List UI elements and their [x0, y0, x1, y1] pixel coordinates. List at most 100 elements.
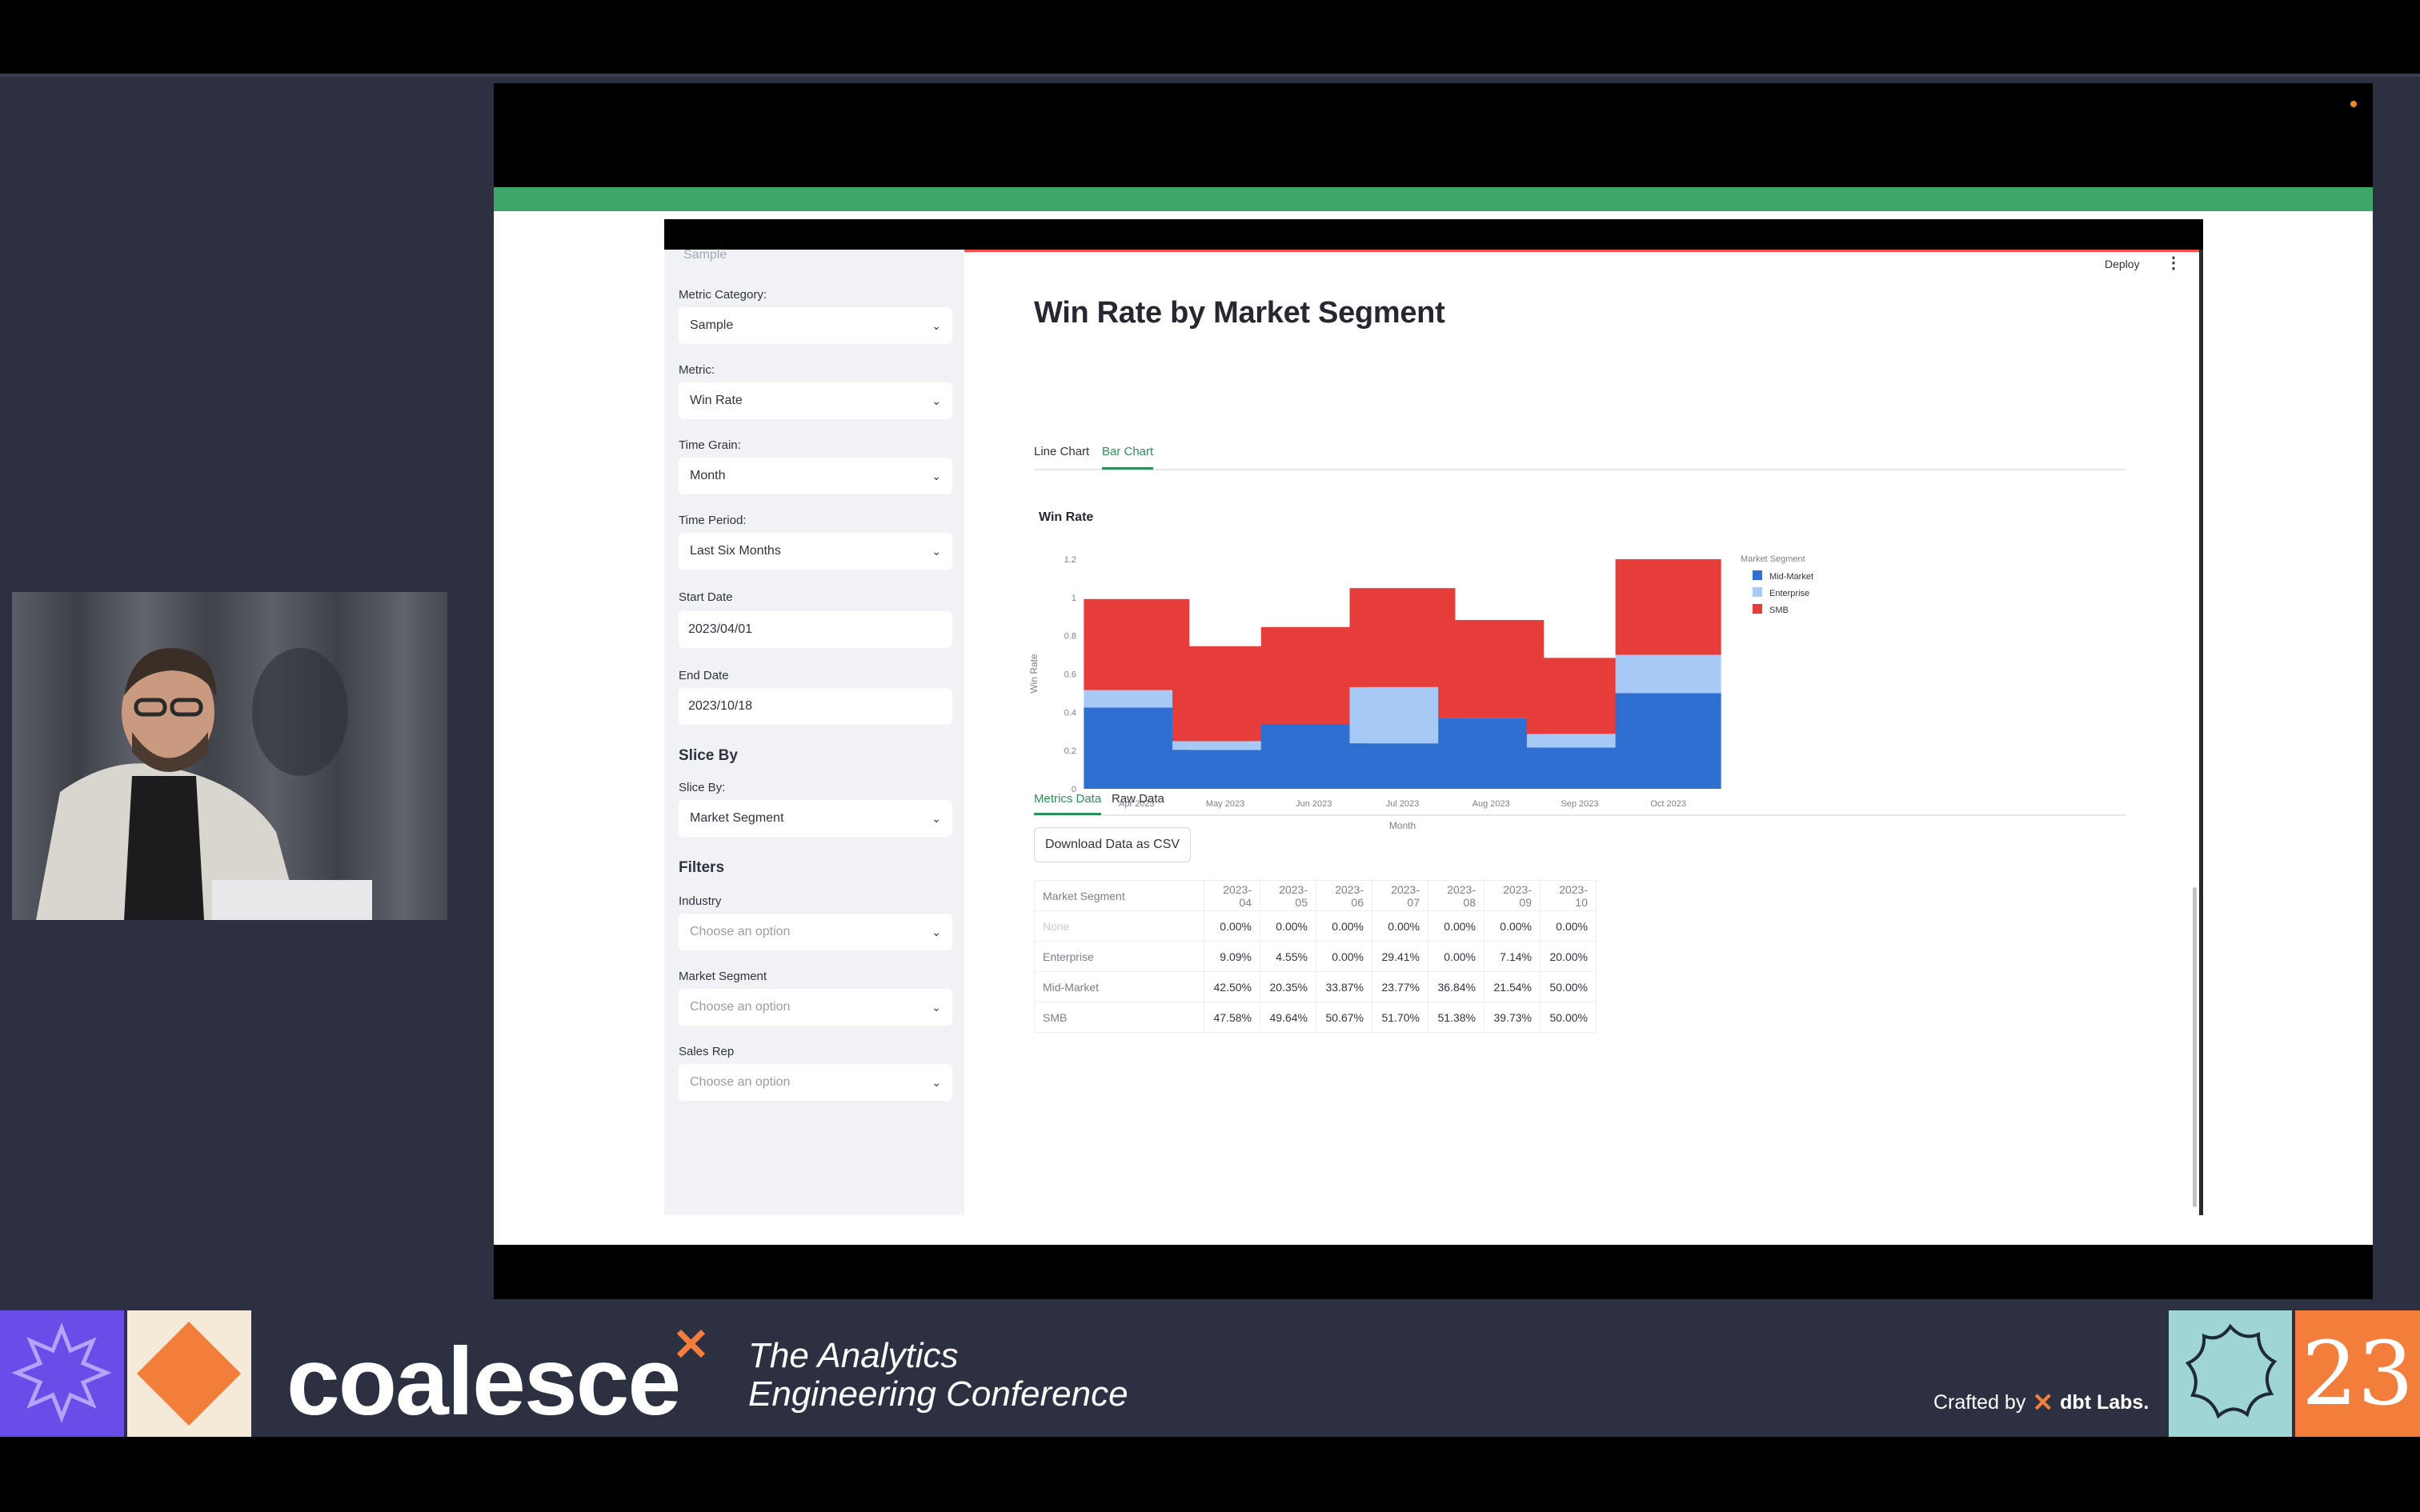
- value-cell[interactable]: 47.58%: [1204, 1002, 1260, 1033]
- column-header[interactable]: 2023-10: [1540, 880, 1597, 911]
- legend-title: Market Segment: [1741, 554, 1805, 564]
- legend-entry: Mid-Market: [1769, 572, 1813, 582]
- industry-select[interactable]: Choose an option ⌄: [679, 914, 952, 950]
- end-date-input[interactable]: 2023/10/18: [679, 688, 952, 725]
- time-period-select[interactable]: Last Six Months ⌄: [679, 533, 952, 570]
- time-grain-select[interactable]: Month ⌄: [679, 458, 952, 494]
- y-tick-label: 0.6: [1064, 670, 1076, 680]
- column-header[interactable]: 2023-05: [1260, 880, 1316, 911]
- slice-by-heading: Slice By: [679, 747, 738, 764]
- value-cell[interactable]: 49.64%: [1260, 1002, 1316, 1033]
- value-cell[interactable]: 51.70%: [1372, 1002, 1428, 1033]
- shared-screen: Sample Metric Category: Sample ⌄ Metric:…: [494, 83, 2373, 1299]
- bar-mid-market-3: [1349, 743, 1456, 789]
- dbt-labs-text: dbt Labs.: [2060, 1390, 2150, 1414]
- value-cell[interactable]: 0.00%: [1540, 910, 1597, 942]
- market-segment-filter-label: Market Segment: [679, 970, 767, 983]
- column-header[interactable]: 2023-06: [1316, 880, 1372, 911]
- value-cell[interactable]: 0.00%: [1428, 910, 1484, 942]
- value-cell[interactable]: 0.00%: [1316, 910, 1372, 942]
- value-cell[interactable]: 0.00%: [1484, 910, 1541, 942]
- segment-cell[interactable]: Mid-Market: [1034, 971, 1204, 1002]
- column-header[interactable]: 2023-07: [1372, 880, 1428, 911]
- tab-bar-chart[interactable]: Bar Chart: [1102, 445, 1154, 458]
- dbt-logo-icon: ✕: [2032, 1388, 2054, 1417]
- value-cell[interactable]: 29.41%: [1372, 941, 1428, 972]
- time-period-value: Last Six Months: [690, 544, 781, 558]
- screen-green-bar: [494, 187, 2373, 211]
- value-cell[interactable]: 0.00%: [1316, 941, 1372, 972]
- bar-smb-3: [1349, 588, 1456, 687]
- metric-select[interactable]: Win Rate ⌄: [679, 382, 952, 419]
- tab-metrics-data[interactable]: Metrics Data: [1034, 792, 1102, 806]
- market-segment-filter-select[interactable]: Choose an option ⌄: [679, 989, 952, 1026]
- tab-raw-data[interactable]: Raw Data: [1112, 792, 1164, 806]
- sales-rep-select[interactable]: Choose an option ⌄: [679, 1064, 952, 1101]
- slice-by-select[interactable]: Market Segment ⌄: [679, 800, 952, 837]
- value-cell[interactable]: 0.00%: [1428, 941, 1484, 972]
- value-cell[interactable]: 39.73%: [1484, 1002, 1541, 1033]
- chevron-down-icon: ⌄: [932, 811, 941, 825]
- y-tick-label: 0.4: [1064, 708, 1076, 718]
- column-header[interactable]: 2023-04: [1204, 880, 1260, 911]
- chevron-down-icon: ⌄: [932, 469, 941, 482]
- bar-chart-tab-underline: [1102, 467, 1153, 470]
- metric-category-select[interactable]: Sample ⌄: [679, 307, 952, 344]
- value-cell[interactable]: 7.14%: [1484, 941, 1541, 972]
- column-header[interactable]: 2023-08: [1428, 880, 1484, 911]
- screen-black-footer: [494, 1245, 2373, 1299]
- bar-mid-market-0: [1084, 707, 1190, 789]
- time-grain-label: Time Grain:: [679, 438, 741, 452]
- bar-smb-6: [1615, 559, 1721, 655]
- segment-cell[interactable]: SMB: [1034, 1002, 1204, 1033]
- recording-dot: [2350, 101, 2357, 107]
- bar-mid-market-6: [1615, 693, 1721, 789]
- value-cell[interactable]: 21.54%: [1484, 971, 1541, 1002]
- column-header[interactable]: 2023-09: [1484, 880, 1541, 911]
- value-cell[interactable]: 50.00%: [1540, 971, 1597, 1002]
- x-axis-label: Month: [1389, 820, 1416, 831]
- video-top-divider: [0, 74, 2420, 77]
- value-cell[interactable]: 0.00%: [1260, 910, 1316, 942]
- value-cell[interactable]: 51.38%: [1428, 1002, 1484, 1033]
- value-cell[interactable]: 36.84%: [1428, 971, 1484, 1002]
- value-cell[interactable]: 9.09%: [1204, 941, 1260, 972]
- value-cell[interactable]: 50.67%: [1316, 1002, 1372, 1033]
- main-menu-icon[interactable]: ⋮: [2166, 254, 2182, 272]
- value-cell[interactable]: 20.35%: [1260, 971, 1316, 1002]
- x-tick-label: Oct 2023: [1650, 799, 1686, 809]
- column-header[interactable]: Market Segment: [1034, 880, 1204, 911]
- cream-tile: [127, 1310, 251, 1437]
- app-top-bar: [664, 219, 2203, 252]
- value-cell[interactable]: 0.00%: [1372, 910, 1428, 942]
- value-cell[interactable]: 33.87%: [1316, 971, 1372, 1002]
- segment-cell[interactable]: None: [1034, 910, 1204, 942]
- deploy-button[interactable]: Deploy: [2105, 258, 2140, 270]
- starburst-icon: [11, 1322, 112, 1423]
- slice-by-label: Slice By:: [679, 781, 726, 794]
- table-row: Mid-Market 42.50% 20.35% 33.87% 23.77% 36.84%…: [1034, 971, 1597, 1002]
- metric-label: Metric:: [679, 363, 715, 377]
- value-cell[interactable]: 23.77%: [1372, 971, 1428, 1002]
- chevron-down-icon: ⌄: [932, 1075, 941, 1089]
- sidebar: Sample Metric Category: Sample ⌄ Metric:…: [664, 248, 964, 1215]
- screen-black-header: [494, 83, 2373, 187]
- tab-line-chart[interactable]: Line Chart: [1034, 445, 1090, 458]
- value-cell[interactable]: 50.00%: [1540, 1002, 1597, 1033]
- value-cell[interactable]: 4.55%: [1260, 941, 1316, 972]
- value-cell[interactable]: 0.00%: [1204, 910, 1260, 942]
- chevron-down-icon: ⌄: [932, 318, 941, 332]
- chevron-down-icon: ⌄: [932, 1000, 941, 1014]
- bar-smb-2: [1260, 626, 1367, 724]
- main-scrollbar-thumb[interactable]: [2193, 887, 2197, 1207]
- x-tick-label: Jun 2023: [1296, 799, 1332, 809]
- value-cell[interactable]: 20.00%: [1540, 941, 1597, 972]
- download-csv-button[interactable]: Download Data as CSV: [1034, 827, 1191, 862]
- bar-enterprise-0: [1084, 690, 1190, 708]
- value-cell[interactable]: 42.50%: [1204, 971, 1260, 1002]
- segment-cell[interactable]: Enterprise: [1034, 941, 1204, 972]
- start-date-input[interactable]: 2023/04/01: [679, 611, 952, 648]
- industry-label: Industry: [679, 894, 722, 908]
- y-tick-label: 0.2: [1064, 746, 1076, 756]
- x-tick-label: Jul 2023: [1386, 799, 1420, 809]
